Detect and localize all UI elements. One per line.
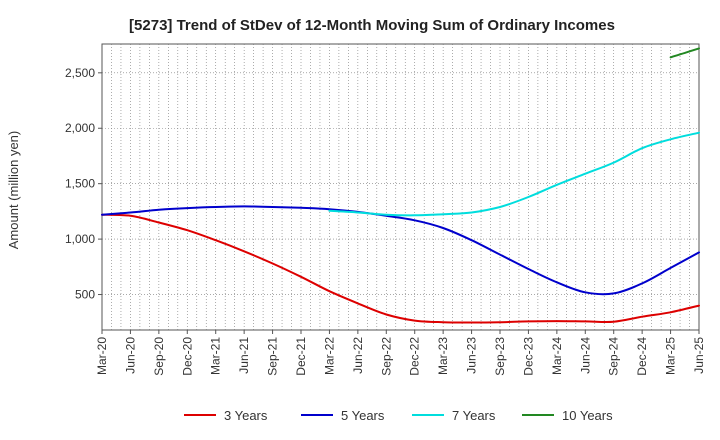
x-tick-label: Dec-20: [180, 337, 194, 376]
x-tick-label: Mar-24: [550, 337, 564, 375]
legend: 3 Years 5 Years 7 Years 10 Years: [184, 408, 613, 423]
y-tick-label: 500: [75, 288, 95, 302]
x-tick-label: Jun-20: [123, 337, 137, 374]
legend-label-10-years: 10 Years: [562, 408, 613, 423]
y-axis-label: Amount (million yen): [6, 131, 21, 250]
series-group: [101, 47, 700, 324]
x-tick-label: Sep-21: [266, 337, 280, 376]
x-tick-label: Jun-22: [351, 337, 365, 374]
plot-border: [101, 43, 700, 331]
x-tick-label: Sep-20: [152, 337, 166, 376]
chart-title: [5273] Trend of StDev of 12-Month Moving…: [129, 17, 615, 34]
grid: [102, 44, 699, 330]
x-tick-label: Dec-21: [294, 337, 308, 376]
x-tick-label: Sep-23: [493, 337, 507, 376]
x-tick-label: Jun-23: [465, 337, 479, 374]
series-line-7-years: [328, 131, 700, 217]
x-tick-label: Mar-22: [322, 337, 336, 375]
x-tick-label: Dec-23: [521, 337, 535, 376]
x-tick-label: Sep-22: [379, 337, 393, 376]
x-tick-label: Mar-25: [664, 337, 678, 375]
plot-area: [101, 43, 700, 331]
legend-label-5-years: 5 Years: [341, 408, 385, 423]
x-tick-label: Jun-21: [237, 337, 251, 374]
series-line-10-years: [669, 47, 700, 59]
x-tick-label: Mar-20: [95, 337, 109, 375]
y-axis-ticks: 500 1,000 1,500 2,000 2,500: [65, 66, 102, 302]
x-tick-label: Dec-24: [635, 337, 649, 376]
series-line-5-years: [101, 205, 700, 296]
x-tick-label: Mar-23: [436, 337, 450, 375]
legend-label-3-years: 3 Years: [224, 408, 268, 423]
x-tick-label: Jun-25: [692, 337, 706, 374]
legend-label-7-years: 7 Years: [452, 408, 496, 423]
x-axis-ticks: Mar-20 Jun-20 Sep-20 Dec-20 Mar-21 Jun-21 Sep-…: [95, 330, 706, 376]
x-tick-label: Jun-24: [578, 337, 592, 374]
y-tick-label: 2,000: [65, 121, 95, 135]
x-tick-label: Mar-21: [209, 337, 223, 375]
y-tick-label: 1,000: [65, 232, 95, 246]
x-tick-label: Sep-24: [607, 337, 621, 376]
y-tick-label: 2,500: [65, 66, 95, 80]
series-line-3-years: [101, 213, 700, 324]
y-tick-label: 1,500: [65, 177, 95, 191]
x-tick-label: Dec-22: [408, 337, 422, 376]
